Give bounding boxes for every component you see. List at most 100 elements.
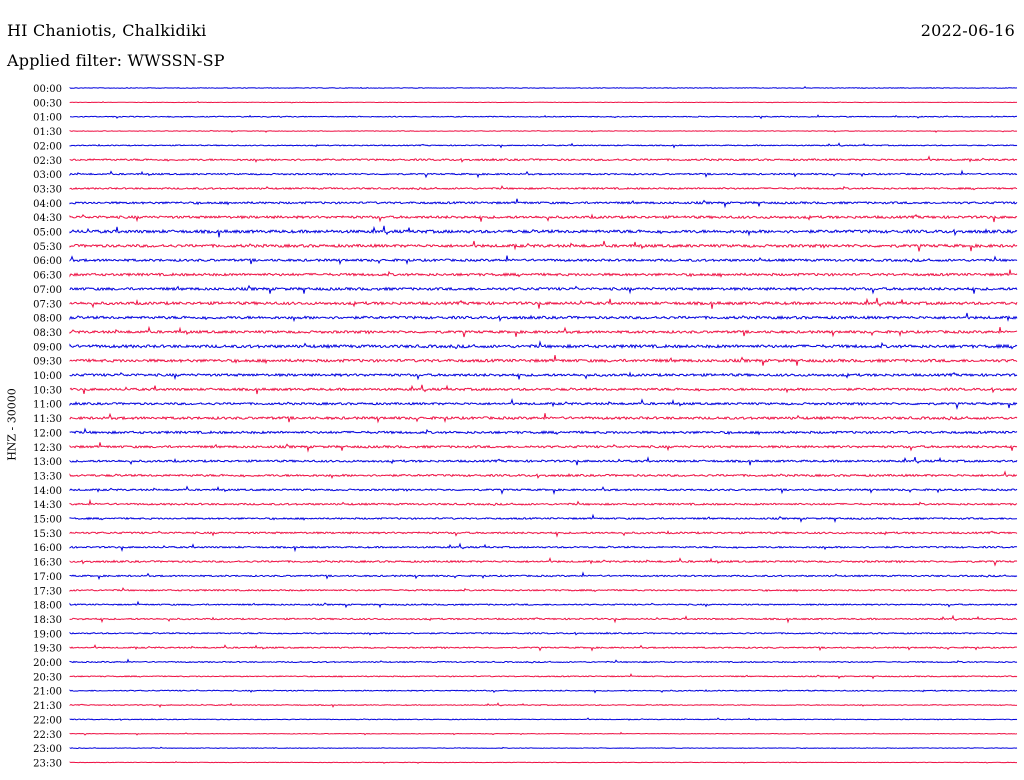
trace-line [69, 456, 1018, 466]
trace-line [69, 614, 1018, 624]
trace-line [69, 269, 1018, 278]
trace-line [70, 114, 1018, 120]
row-time-label: 21:30 [33, 701, 62, 712]
row-time-label: 08:00 [33, 314, 62, 325]
row-time-label: 12:30 [33, 443, 62, 454]
row-time-label: 11:00 [33, 400, 62, 411]
row-time-label: 07:30 [33, 299, 62, 310]
row-time-label: 17:30 [33, 586, 62, 597]
row-time-label: 23:00 [33, 744, 62, 755]
row-time-label: 02:30 [33, 156, 62, 167]
trace-line [69, 142, 1018, 149]
row-time-label: 15:30 [33, 529, 62, 540]
row-time-label: 19:00 [33, 629, 62, 640]
trace-line [69, 485, 1018, 495]
row-time-label: 22:30 [33, 730, 62, 741]
trace-line [69, 155, 1018, 163]
row-time-label: 13:30 [33, 471, 62, 482]
row-time-label: 10:30 [33, 385, 62, 396]
row-time-label: 01:00 [33, 113, 62, 124]
trace-line [69, 731, 1018, 736]
trace-line [69, 384, 1017, 395]
row-time-label: 20:00 [33, 658, 62, 669]
trace-line [69, 760, 1017, 764]
row-time-label: 05:30 [33, 242, 62, 253]
row-time-label: 12:00 [33, 428, 62, 439]
trace-line [69, 689, 1018, 694]
trace-line [69, 557, 1018, 567]
row-time-label: 07:00 [33, 285, 62, 296]
row-time-label: 00:30 [33, 98, 62, 109]
trace-line [69, 371, 1018, 381]
trace-line [69, 240, 1018, 252]
trace-line [69, 284, 1018, 295]
trace-line [69, 225, 1018, 238]
trace-line [69, 397, 1018, 411]
row-time-label: 04:30 [33, 213, 62, 224]
trace-line [69, 631, 1018, 636]
trace-line [69, 312, 1018, 323]
trace-line [69, 513, 1018, 524]
row-time-label: 06:00 [33, 256, 62, 267]
row-time-label: 13:00 [33, 457, 62, 468]
row-time-label: 15:00 [33, 515, 62, 526]
trace-line [69, 213, 1018, 223]
row-time-label: 09:00 [33, 342, 62, 353]
row-time-label: 04:00 [33, 199, 62, 210]
trace-line [69, 702, 1018, 708]
row-time-label: 03:00 [33, 170, 62, 181]
row-time-label: 23:30 [33, 758, 62, 769]
trace-line [69, 470, 1018, 479]
row-time-label: 02:00 [33, 141, 62, 152]
trace-line [69, 658, 1018, 664]
trace-line [69, 600, 1018, 609]
row-time-label: 20:30 [33, 672, 62, 683]
trace-line [69, 498, 1018, 507]
trace-line [69, 673, 1018, 680]
row-time-label: 11:30 [33, 414, 62, 425]
trace-line [69, 325, 1018, 338]
trace-line [69, 442, 1018, 453]
trace-line [69, 129, 1018, 133]
station-title: HI Chaniotis, Chalkidiki [7, 21, 207, 40]
trace-line [69, 185, 1018, 191]
row-time-label: 08:30 [33, 328, 62, 339]
filter-label: Applied filter: WWSSN-SP [7, 51, 225, 70]
trace-line [69, 530, 1018, 538]
trace-line [69, 340, 1018, 350]
row-time-label: 06:30 [33, 271, 62, 282]
row-time-label: 18:00 [33, 601, 62, 612]
row-time-label: 16:30 [33, 558, 62, 569]
row-time-label: 16:00 [33, 543, 62, 554]
trace-line [69, 542, 1018, 553]
trace-line [69, 587, 1018, 593]
row-time-label: 01:30 [33, 127, 62, 138]
trace-line [69, 717, 1018, 721]
trace-line [69, 198, 1018, 209]
row-time-label: 03:30 [33, 184, 62, 195]
date-label: 2022-06-16 [920, 21, 1015, 40]
row-time-label: 22:00 [33, 715, 62, 726]
trace-line [69, 746, 1018, 750]
row-time-label: 05:00 [33, 228, 62, 239]
trace-line [69, 100, 1018, 104]
trace-line [69, 571, 1018, 581]
row-time-label: 14:30 [33, 500, 62, 511]
trace-line [69, 355, 1018, 366]
row-time-label: 19:30 [33, 644, 62, 655]
row-time-label: 14:00 [33, 486, 62, 497]
row-time-label: 17:00 [33, 572, 62, 583]
row-time-label: 10:00 [33, 371, 62, 382]
trace-line [69, 169, 1018, 179]
row-time-label: 18:30 [33, 615, 62, 626]
trace-line [69, 644, 1017, 652]
row-time-label: 09:30 [33, 357, 62, 368]
trace-line [69, 427, 1018, 436]
trace-line [69, 412, 1018, 424]
trace-line [69, 86, 1018, 89]
row-time-label: 00:00 [33, 84, 62, 95]
trace-line [69, 297, 1018, 309]
trace-line [69, 255, 1018, 266]
